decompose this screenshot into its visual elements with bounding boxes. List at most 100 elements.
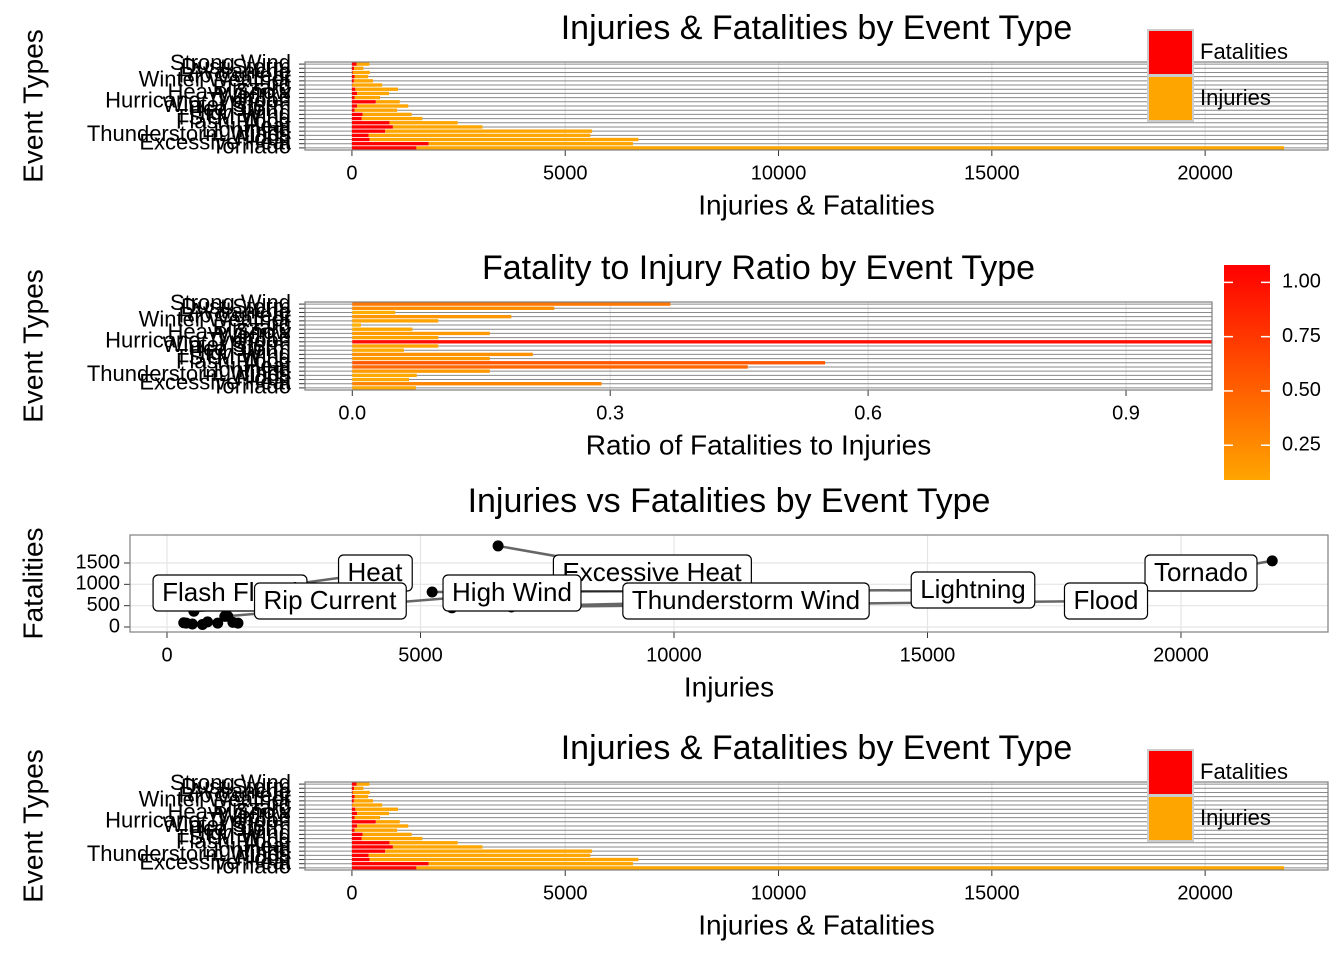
- x-tick-label: 20000: [1177, 882, 1233, 904]
- bar-segment: [351, 832, 363, 837]
- bar-segment: [352, 790, 370, 795]
- y-tick-label: Lightning: [202, 837, 291, 862]
- point-label: Flood: [1063, 582, 1149, 620]
- bar-segment: [351, 866, 417, 870]
- y-tick-label: Strong Wind: [170, 290, 291, 315]
- y-tick-label: High Wind: [190, 100, 291, 125]
- y-tick-label: Thunderstorm Winds: [87, 121, 291, 146]
- x-tick-label: 0: [346, 162, 357, 184]
- bar: [352, 306, 555, 310]
- y-tick-label: Dust Storm: [181, 294, 291, 319]
- legend-key: [1147, 749, 1194, 796]
- x-tick-label: 5000: [543, 882, 588, 904]
- y-tick-label: Wildfire: [218, 323, 291, 348]
- point: [426, 586, 438, 598]
- bar-segment: [354, 815, 381, 820]
- y-tick-label: Blizzard: [213, 795, 291, 820]
- y-tick-label: Heat: [245, 833, 291, 858]
- bar-segment: [354, 786, 364, 790]
- bar-segment: [351, 845, 393, 849]
- bar-segment: [351, 125, 393, 129]
- point-label: Thunderstorm Wind: [622, 582, 870, 620]
- bar-segment: [351, 112, 363, 117]
- legend-key: [1147, 75, 1194, 122]
- bar-segment: [351, 782, 357, 786]
- x-tick-label: 20000: [1177, 162, 1233, 184]
- bar-segment: [351, 100, 376, 104]
- x-tick-label: 10000: [646, 644, 702, 666]
- label-text: High Wind: [452, 577, 572, 607]
- x-tick-label: 10000: [751, 882, 807, 904]
- bar-segment: [354, 108, 398, 112]
- y-tick-label: TSTM Wind: [175, 824, 291, 849]
- label-box: [910, 571, 1036, 609]
- y-tick-label: Heavy Snow: [167, 799, 291, 824]
- bar-segment: [351, 95, 355, 100]
- bar: [352, 382, 602, 386]
- bar-segment: [357, 104, 409, 108]
- y-tick-label: Hurricane/Typhoon: [105, 88, 291, 113]
- legend-label: Injuries: [1200, 805, 1271, 830]
- bar-segment: [351, 108, 355, 112]
- bar-segment: [354, 95, 381, 100]
- y-tick-label: Winter Weather: [139, 67, 291, 92]
- x-tick-label: 5000: [398, 644, 443, 666]
- x-tick-label: 15000: [964, 882, 1020, 904]
- x-axis-title: Ratio of Fatalities to Injuries: [586, 429, 932, 460]
- x-tick-label: 15000: [900, 644, 956, 666]
- y-tick-label: Ice Storm: [197, 336, 291, 361]
- point: [212, 617, 224, 629]
- y-tick-label: Rip Current: [179, 782, 291, 807]
- bar-segment: [416, 146, 1285, 150]
- y-tick-label: TSTM Wind: [175, 344, 291, 369]
- y-tick-label: High Wind: [190, 340, 291, 365]
- y-tick-label: Flood: [236, 125, 291, 150]
- y-tick-label: Ice Storm: [197, 96, 291, 121]
- x-tick-label: 0.6: [854, 402, 882, 424]
- bar: [352, 327, 413, 331]
- label-box: [1063, 582, 1149, 620]
- y-tick-label: Thunderstorm Winds: [87, 361, 291, 386]
- bar-segment: [351, 807, 356, 811]
- bar-segment: [351, 820, 376, 824]
- x-axis-title: Injuries: [684, 671, 774, 702]
- y-tick-label: Winter Storm: [163, 812, 291, 837]
- y-axis-title: Event Types: [17, 29, 48, 183]
- y-tick-label: Strong Wind: [170, 50, 291, 75]
- legend-key: [1147, 795, 1194, 842]
- bar-segment: [351, 74, 355, 79]
- y-tick-label: Tornado: [211, 374, 291, 399]
- y-tick-label: Tornado: [211, 854, 291, 879]
- x-tick-label: 0.3: [596, 402, 624, 424]
- bar-segment: [351, 121, 390, 125]
- bar: [352, 319, 439, 323]
- y-tick-label: Heavy Snow: [167, 79, 291, 104]
- label-text: Rip Current: [264, 585, 398, 615]
- legend-key: [1147, 29, 1194, 76]
- y-tick-label: Avalanche: [189, 58, 291, 83]
- y-tick-label: Hurricane/Typhoon: [105, 808, 291, 833]
- point-label: Heat: [337, 554, 413, 592]
- point: [202, 616, 214, 628]
- point-label: High Wind: [442, 574, 582, 612]
- y-tick-label: Winter Weather: [139, 787, 291, 812]
- y-tick-label: Heat: [245, 113, 291, 138]
- y-tick-label: Dust Storm: [181, 774, 291, 799]
- bar-segment: [351, 853, 369, 858]
- y-tick-label: TSTM Wind: [175, 104, 291, 129]
- label-box: [253, 582, 407, 620]
- bar-segment: [368, 853, 591, 858]
- x-tick-label: 20000: [1153, 644, 1209, 666]
- y-tick-label: Fog: [253, 71, 291, 96]
- label-box: [442, 574, 582, 612]
- bar: [352, 348, 404, 352]
- y-tick-label: Lightning: [202, 357, 291, 382]
- y-tick-label: Flash Flood: [176, 829, 291, 854]
- point-label: Lightning: [910, 571, 1036, 609]
- bar-segment: [351, 133, 369, 138]
- bar-segment: [351, 815, 355, 820]
- legend-label: Injuries: [1200, 85, 1271, 110]
- bar-segment: [428, 142, 633, 146]
- y-tick-label: Lightning: [202, 117, 291, 142]
